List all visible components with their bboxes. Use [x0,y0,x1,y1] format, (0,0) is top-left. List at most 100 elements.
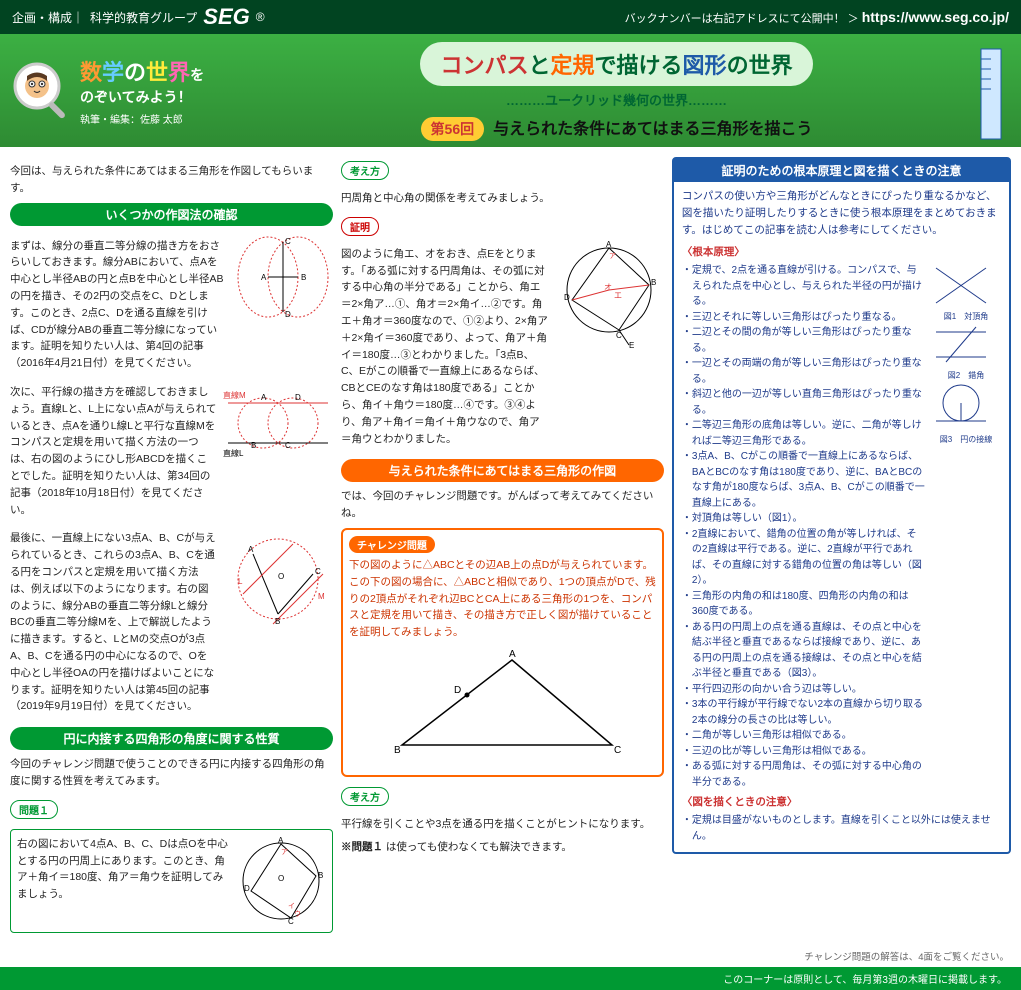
svg-text:A: A [261,393,267,402]
problem1-label: 問題１ [10,800,58,819]
bottom-bar: このコーナーは原則として、毎月第3週の木曜日に掲載します。 [0,967,1021,990]
proof-text: 図のように角エ、オをおき、点Eをとります。「ある弧に対する円周角は、その弧に対す… [341,246,548,448]
svg-text:B: B [651,278,656,287]
site-url[interactable]: https://www.seg.co.jp/ [862,9,1009,25]
issue-title: 与えられた条件にあてはまる三角形を描こう [493,121,812,138]
circumcircle-diagram: ABC O LM [223,524,333,634]
svg-text:オ: オ [604,283,612,292]
column-2: 考え方 円周角と中心角の関係を考えてみましょう。 証明 図のように角エ、オをおき… [341,157,664,939]
fig1-label: 図1 対頂角 [931,311,1001,322]
para-3: 最後に、一直線上にない3点A、B、Cが与えられているとき、これらの3点A、B、C… [10,530,217,715]
top-left: 企画・構成｜ 科学的教育グループ SEG ® [12,4,265,30]
svg-text:イ: イ [288,903,295,910]
perpbisector-diagram: AB CD [233,232,333,322]
triangle-diagram: A B C D [372,645,632,765]
drawing-note-item: 定規は目盛がないものとします。直線を引くこと以外には使えません。 [692,813,1001,844]
principle-item: ある円の円周上の点を通る直線は、その点と中心を結ぶ半径と垂直であるならば接線であ… [692,620,925,682]
svg-text:C: C [315,567,321,576]
principles-list: 定規で、2点を通る直線が引ける。コンパスで、与えられた点を中心とし、与えられた半… [682,263,925,790]
svg-text:ア: ア [609,252,616,260]
para-1: まずは、線分の垂直二等分線の描き方をおさらいしておきます。線分ABにおいて、点A… [10,238,227,372]
svg-text:E: E [629,341,634,350]
issue-row: 第56回 与えられた条件にあてはまる三角形を描こう [224,115,1009,139]
principle-item: 三辺の比が等しい三角形は相似である。 [692,744,925,760]
svg-text:C: C [614,745,621,756]
principle-item: 二等辺三角形の底角は等しい。逆に、二角が等しければ二等辺三角形である。 [692,418,925,449]
org-name: 科学的教育グループ [90,9,197,26]
column-1: 今回は、与えられた条件にあてはまる三角形を作図してもらいます。 いくつかの作図法… [10,157,333,939]
principle-item: 三角形の内角の和は180度、四角形の内角の和は360度である。 [692,589,925,620]
section-header-2: 円に内接する四角形の角度に関する性質 [10,727,333,750]
think2-text: 平行線を引くことや3点を通る円を描くことがヒントになります。 [341,816,664,833]
principle-item: 一辺とその両端の角が等しい三角形はぴったり重なる。 [692,356,925,387]
principles-sub1: 〈根本原理〉 [682,244,1001,259]
fig3-label: 図3 円の接線 [931,434,1001,445]
fig3-tangent [931,381,991,431]
svg-text:O: O [278,572,284,581]
reg-mark: ® [256,10,265,24]
fig1-vertical-angles [931,263,991,308]
principle-item: ある弧に対する円周角は、その弧に対する中心角の半分である。 [692,759,925,790]
svg-text:A: A [278,836,284,845]
challenge-box: チャレンジ問題 下の図のように△ABCとその辺AB上の点Dが与えられています。こ… [341,528,664,777]
intro-text: 今回は、与えられた条件にあてはまる三角形を作図してもらいます。 [10,163,333,197]
drawing-notes-list: 定規は目盛がないものとします。直線を引くこと以外には使えません。 [682,813,1001,844]
svg-text:ウ: ウ [294,910,301,918]
proof-diagram: オエ AB CD E ア [554,240,664,350]
euclid-subtitle: ………ユークリッド幾何の世界……… [224,90,1009,109]
cyclic-quad-diagram: O A B C D アイ ウ [236,836,326,926]
planning-label: 企画・構成｜ [12,9,84,26]
principle-item: 二角が等しい三角形は相似である。 [692,728,925,744]
proof-label: 証明 [341,217,379,236]
section-header-3: 与えられた条件にあてはまる三角形の作図 [341,459,664,482]
svg-text:C: C [288,917,294,926]
svg-text:C: C [285,441,291,450]
svg-text:直線M: 直線M [223,390,246,400]
svg-text:エ: エ [614,291,622,300]
ruler-icon [971,44,1011,144]
principle-item: 斜辺と他の一辺が等しい直角三角形はぴったり重なる。 [692,387,925,418]
top-bar: 企画・構成｜ 科学的教育グループ SEG ® バックナンバーは右記アドレスにて公… [0,0,1021,34]
think-label: 考え方 [341,161,389,180]
svg-text:B: B [318,871,323,880]
principle-item: 二辺とその間の角が等しい三角形はぴったり重なる。 [692,325,925,356]
principles-figs: 図1 対頂角 図2 錯角 図3 円の接線 [931,263,1001,790]
para-4: 今回のチャレンジ問題で使うことのできる円に内接する四角形の角度に関する性質を考え… [10,756,333,790]
principle-item: 3点A、B、Cがこの順番で一直線上にあるならば、BAとBCのなす角は180度であ… [692,449,925,511]
para-2: 次に、平行線の描き方を確認しておきましょう。直線Lと、L上にない点Aが与えられて… [10,384,217,518]
challenge-text: 下の図のように△ABCとその辺AB上の点Dが与えられています。この下の図の場合に… [349,557,656,641]
principles-sub2: 〈図を描くときの注意〉 [682,794,1001,809]
svg-text:B: B [275,617,280,626]
principle-item: 対頂角は等しい（図1）。 [692,511,925,527]
principle-item: 三辺とそれに等しい三角形はぴったり重なる。 [692,310,925,326]
compass-title: コンパスと定規で描ける図形の世界 [420,42,812,86]
backnumber-text: バックナンバーは右記アドレスにて公開中！ ＞ [625,13,859,25]
header-left: 数学の世界を のぞいてみよう！ 執筆・編集：佐藤 太郎 [12,55,204,126]
section-header-1: いくつかの作図法の確認 [10,203,333,226]
footer-note: チャレンジ問題の解答は、4面をご覧ください。 [0,949,1021,967]
svg-text:直線L: 直線L [223,448,244,458]
challenge-label: チャレンジ問題 [349,536,435,553]
principle-item: 2直線において、錯角の位置の角が等しければ、その2直線は平行である。逆に、2直線… [692,527,925,589]
svg-text:A: A [261,273,267,282]
main-series-title: 数学の世界を [80,55,204,87]
svg-text:O: O [278,874,284,883]
problem1-text: 右の図において4点A、B、C、Dは点Oを中心とする円の円周上にあります。このとき… [17,836,230,926]
svg-text:D: D [285,310,291,319]
para-5: では、今回のチャレンジ問題です。がんばって考えてみてくださいね。 [341,488,664,522]
svg-text:ア: ア [281,848,288,856]
svg-text:B: B [394,745,401,756]
svg-text:A: A [606,240,612,249]
header-right: コンパスと定規で描ける図形の世界 ………ユークリッド幾何の世界……… 第56回 … [224,42,1009,139]
svg-text:C: C [616,331,622,340]
svg-text:D: D [244,884,250,893]
note-text: ※問題１ は使っても使わなくても解決できます。 [341,839,664,856]
svg-text:C: C [285,237,291,246]
svg-text:L: L [238,577,243,586]
magnifier-face-icon [12,61,72,121]
principles-header: 証明のための根本原理と図を描くときの注意 [674,159,1009,182]
column-3: 証明のための根本原理と図を描くときの注意 コンパスの使い方や三角形がどんなときに… [672,157,1011,939]
principles-intro: コンパスの使い方や三角形がどんなときにぴったり重なるかなど、図を描いたり証明した… [682,188,1001,238]
problem1-box: 右の図において4点A、B、C、Dは点Oを中心とする円の円周上にあります。このとき… [10,829,333,933]
svg-text:B: B [251,441,256,450]
